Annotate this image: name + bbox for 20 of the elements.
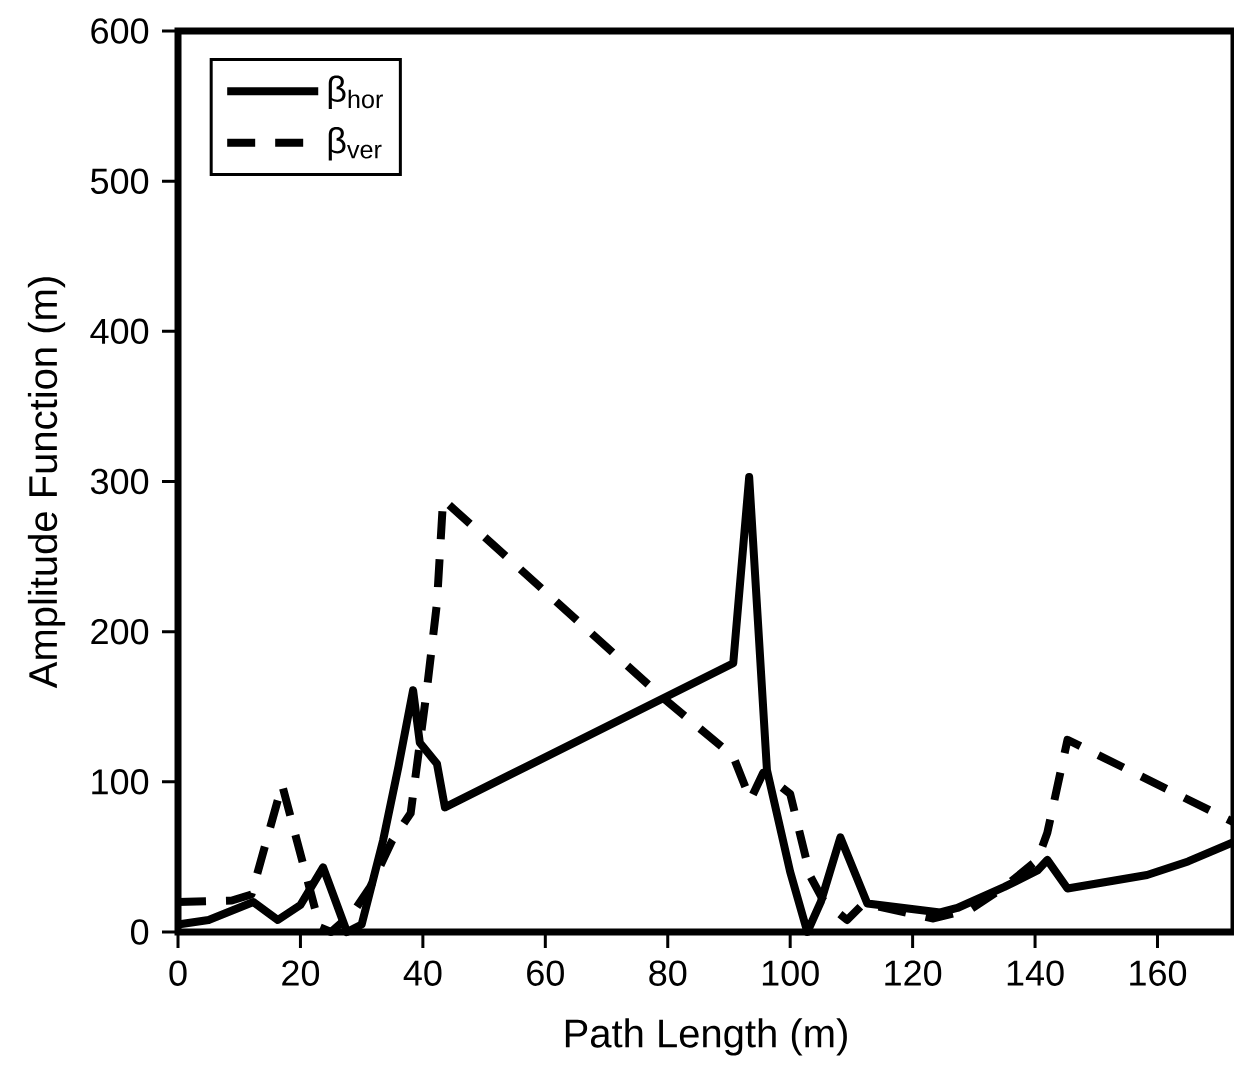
y-tick-label: 100 [92,769,149,795]
legend-label: β$_{ver}$ [328,127,382,161]
y-axis-title: Amplitude Function (m) [27,277,66,689]
x-tick-label: 40 [403,960,442,986]
x-axis-title: Path Length (m) [565,1018,847,1056]
x-tick-label: 20 [282,960,320,986]
x-tick-label: 120 [885,960,942,986]
x-tick-label: 100 [762,960,819,986]
y-tick-label: 600 [91,18,149,44]
y-tick-label: 500 [90,168,149,194]
y-tick-label: 400 [90,318,149,345]
y-tick-label: 0 [131,919,149,945]
x-tick-label: 160 [1130,960,1187,986]
y-tick-label: 200 [91,618,149,645]
y-tick-label: 300 [90,468,149,495]
x-tick-label: 60 [527,960,564,986]
x-tick-label: 140 [1007,960,1064,986]
legend-label: β$_{hor}$ [328,75,383,110]
x-tick-label: 0 [169,960,187,986]
x-tick-label: 80 [649,960,687,986]
